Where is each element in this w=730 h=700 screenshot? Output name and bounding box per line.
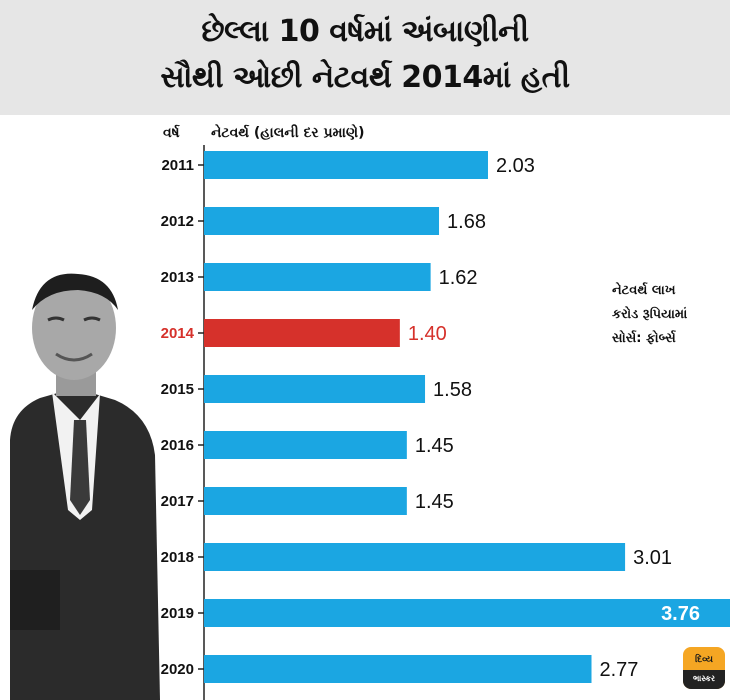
chart-title-line-1: છેલ્લા 10 વર્ષમાં અંબાણીની — [201, 14, 529, 49]
chart-note: નેટવર્થ લાખ કરોડ રૂપિયામાં સોર્સ: ફોર્બ્… — [612, 279, 722, 351]
value-label: 1.68 — [447, 211, 486, 233]
year-label: 2015 — [161, 381, 194, 398]
logo-text-bottom: ભાસ્કર — [683, 670, 725, 689]
year-label: 2013 — [161, 269, 194, 286]
value-label: 1.40 — [408, 323, 447, 345]
value-label: 1.45 — [415, 491, 454, 513]
person-photo — [10, 273, 160, 700]
year-label: 2014 — [161, 325, 195, 342]
value-label: 1.62 — [439, 267, 478, 289]
chart-header: છેલ્લા 10 વર્ષમાં અંબાણીની સૌથી ઓછી નેટવ… — [0, 0, 730, 115]
year-label: 2011 — [161, 157, 194, 174]
year-label: 2017 — [161, 493, 194, 510]
year-label: 2018 — [161, 549, 194, 566]
year-label: 2016 — [161, 437, 194, 454]
note-line-2: કરોડ રૂપિયામાં — [612, 307, 688, 322]
value-label: 1.58 — [433, 379, 472, 401]
bar-2020 — [204, 655, 592, 683]
bar-2014 — [204, 319, 400, 347]
bar-2018 — [204, 543, 626, 571]
year-column-header: વર્ષ — [163, 125, 180, 141]
bar-2015 — [204, 375, 426, 403]
chart-area: વર્ષ નેટવર્થ (હાલની દર પ્રમાણે) 2011 2.03… — [0, 115, 730, 700]
value-label: 2.77 — [600, 659, 639, 681]
year-label: 2012 — [161, 213, 194, 230]
bar-2011 — [204, 151, 488, 179]
value-label: 3.76 — [661, 603, 700, 625]
bar-2017 — [204, 487, 407, 515]
bar-2013 — [204, 263, 431, 291]
logo-text-top: દિવ્ય — [695, 655, 713, 665]
chart-title-line-2: સૌથી ઓછી નેટવર્થ 2014માં હતી — [160, 60, 570, 95]
bar-2016 — [204, 431, 407, 459]
bar-2019 — [204, 599, 730, 627]
value-label: 2.03 — [496, 155, 535, 177]
value-label: 3.01 — [633, 547, 672, 569]
note-line-3: સોર્સ: ફોર્બ્સ — [612, 331, 676, 346]
value-label: 1.45 — [415, 435, 454, 457]
brand-logo: દિવ્ય ભાસ્કર — [683, 647, 725, 689]
note-line-1: નેટવર્થ લાખ — [612, 283, 676, 298]
year-label: 2020 — [161, 661, 194, 678]
bar-2012 — [204, 207, 440, 235]
year-label: 2019 — [161, 605, 194, 622]
value-column-header: નેટવર્થ (હાલની દર પ્રમાણે) — [211, 125, 365, 141]
bar-chart: 2011 2.03 2012 1.68 2013 1.62 2014 1.40 2015 1.58… — [161, 145, 730, 700]
